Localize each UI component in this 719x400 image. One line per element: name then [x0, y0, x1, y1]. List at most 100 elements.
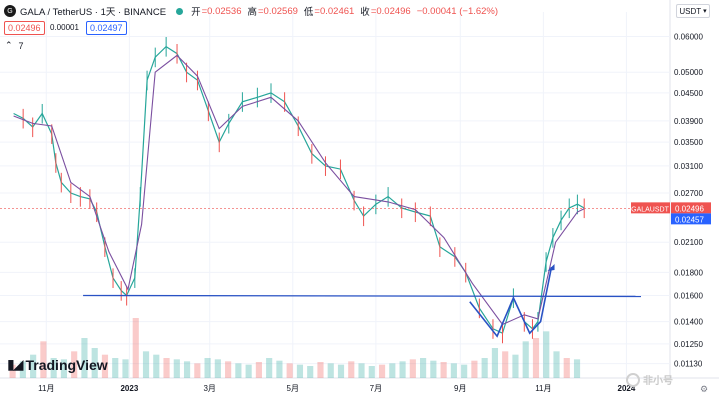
- volume-bar: [471, 360, 478, 378]
- y-tick-label: 0.01400: [674, 318, 703, 327]
- price-tags: GALAUSDT 0.02496 0.02457: [631, 202, 711, 225]
- volume-bar: [368, 366, 375, 378]
- volume-bar: [19, 361, 26, 378]
- volume-bar: [286, 363, 293, 378]
- tradingview-mark-icon: ▮◢: [7, 356, 24, 372]
- market-status-icon: [176, 7, 184, 15]
- volume-bar: [255, 362, 262, 378]
- volume-bar: [60, 359, 67, 378]
- volume-bar: [91, 348, 98, 378]
- volume-bar: [358, 363, 365, 378]
- volume-bars: [9, 318, 581, 378]
- last-price-tag-label: 0.02496: [675, 204, 704, 213]
- x-tick-label: 7月: [370, 384, 382, 393]
- volume-bar: [266, 358, 273, 378]
- volume-bar: [491, 348, 499, 378]
- indicators-toggle[interactable]: ⌃ 7: [5, 40, 24, 51]
- volume-bar: [71, 351, 78, 378]
- symbol-tag-label: GALAUSDT: [631, 206, 669, 213]
- volume-bar: [327, 363, 334, 378]
- price-series: [13, 37, 585, 344]
- volume-bar: [40, 341, 47, 378]
- y-tick-label: 0.04500: [674, 89, 703, 98]
- volume-bar: [440, 362, 447, 378]
- volume-bar: [307, 366, 314, 378]
- brand-name: TradingView: [25, 356, 108, 373]
- volume-bar: [122, 359, 129, 378]
- volume-bar: [142, 351, 150, 378]
- secondary-price-tag-label: 0.02457: [675, 215, 704, 224]
- volume-bar: [30, 354, 37, 378]
- moving-average-line: [13, 54, 585, 326]
- chevron-up-icon: ⌃: [5, 40, 13, 50]
- y-tick-label: 0.05000: [674, 68, 703, 77]
- volume-bar: [183, 361, 191, 378]
- volume-bar: [173, 359, 180, 378]
- grid: [0, 0, 719, 379]
- y-tick-label: 0.06000: [674, 33, 703, 42]
- volume-bar: [522, 341, 529, 378]
- volume-bar: [409, 359, 416, 378]
- volume-bar: [461, 364, 468, 378]
- volume-bar: [101, 354, 109, 378]
- pattern-path: [469, 266, 553, 338]
- close-value: =0.02496: [370, 5, 411, 17]
- volume-bar: [337, 364, 345, 378]
- currency-label: USDT: [679, 6, 702, 16]
- volume-bar: [450, 363, 457, 378]
- x-tick-label: 2023: [120, 384, 138, 393]
- buy-price-button[interactable]: 0.02497: [86, 21, 127, 35]
- y-tick-label: 0.01600: [674, 291, 703, 300]
- volume-bar: [214, 359, 221, 378]
- volume-bar: [50, 358, 57, 378]
- volume-bar: [163, 358, 170, 378]
- volume-bar: [389, 363, 396, 378]
- high-label: 高: [247, 7, 257, 18]
- indicator-count: 7: [18, 40, 24, 51]
- y-tick-label: 0.01250: [674, 340, 703, 349]
- volume-bar: [481, 358, 488, 378]
- chevron-down-icon: ▾: [703, 8, 707, 15]
- price-line: [13, 45, 585, 335]
- secondary-price-tag-bg: [671, 213, 711, 225]
- currency-button[interactable]: USDT ▾: [676, 4, 710, 18]
- volume-bar: [276, 360, 283, 378]
- arrow-head: [547, 264, 555, 272]
- volume-bar: [194, 363, 201, 378]
- low-value: =0.02461: [314, 5, 355, 17]
- volume-bar: [532, 338, 540, 378]
- spread-value: 0.00001: [47, 21, 82, 35]
- y-axis: 0.06000 0.05000 0.04500 0.03900 0.03500 0.031…: [674, 33, 703, 369]
- watermark-text: 非小号: [643, 376, 673, 387]
- y-tick-label: 0.01800: [674, 268, 703, 277]
- volume-bar: [296, 364, 304, 378]
- x-tick-label: 5月: [287, 384, 299, 393]
- x-tick-label: 11月: [38, 384, 54, 393]
- volume-bar: [317, 362, 324, 378]
- y-tick-label: 0.02700: [674, 189, 703, 198]
- change-value: −0.00041 (−1.62%): [416, 5, 499, 17]
- symbol-header: G GALA / TetherUS · 1天 · BINANCE 开 =0.02…: [4, 4, 498, 18]
- y-tick-label: 0.03500: [674, 138, 703, 147]
- volume-bar: [225, 361, 232, 378]
- low-label: 低: [303, 7, 314, 18]
- y-tick-label: 0.01130: [674, 360, 703, 369]
- volume-bar: [204, 358, 211, 378]
- high-value: =0.02569: [258, 5, 298, 17]
- open-value: =0.02536: [201, 5, 242, 17]
- volume-bar: [543, 331, 550, 378]
- volume-bar: [563, 358, 570, 378]
- watermark: 非小号: [626, 372, 673, 387]
- volume-bar: [573, 359, 581, 378]
- volume-bar: [502, 351, 509, 378]
- tradingview-logo: ▮◢ TradingView: [7, 356, 108, 373]
- gear-icon: ⚙: [700, 385, 708, 395]
- volume-bar: [245, 364, 252, 378]
- x-axis: 11月 2023 3月 5月 7月 9月 11月 2024 ⚙: [38, 384, 708, 395]
- sell-price-button[interactable]: 0.02496: [4, 21, 45, 35]
- y-tick-label: 0.03900: [674, 117, 703, 126]
- symbol-title[interactable]: GALA / TetherUS · 1天 · BINANCE: [20, 7, 167, 18]
- volume-bar: [9, 364, 16, 378]
- volume-bar: [81, 338, 88, 378]
